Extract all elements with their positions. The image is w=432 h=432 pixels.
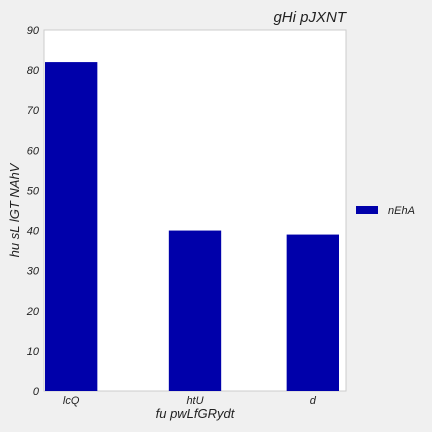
bar-htU [168, 230, 222, 391]
y-tick-label: 90 [27, 25, 40, 37]
y-tick-label: 50 [27, 185, 40, 197]
y-tick-label: 80 [27, 65, 40, 77]
legend-label: nEhA [388, 205, 415, 217]
y-tick-label: 70 [27, 105, 40, 117]
y-tick-label: 20 [26, 306, 40, 318]
y-axis-label: hu sL lGT NAhV [7, 162, 22, 257]
x-tick-label: lcQ [63, 395, 80, 407]
bar-lcQ [45, 62, 98, 391]
y-tick-label: 40 [27, 226, 40, 238]
legend: nEhA [356, 205, 415, 217]
y-tick-label: 10 [27, 346, 40, 358]
legend-swatch [356, 206, 378, 214]
bar-d [286, 234, 339, 391]
y-axis-ticks: 0 10 20 30 40 50 60 70 80 90 [26, 25, 40, 398]
y-tick-label: 30 [27, 266, 40, 278]
x-axis-ticks: lcQ htU d [63, 395, 317, 407]
y-tick-label: 60 [27, 145, 40, 157]
x-axis-label: fu pwLfGRydt [156, 406, 236, 421]
x-tick-label: d [310, 395, 317, 407]
bars-layer [45, 62, 339, 391]
y-tick-label: 0 [33, 386, 40, 398]
x-tick-label: htU [186, 395, 203, 407]
chart-title: gHi pJXNT [273, 9, 347, 26]
